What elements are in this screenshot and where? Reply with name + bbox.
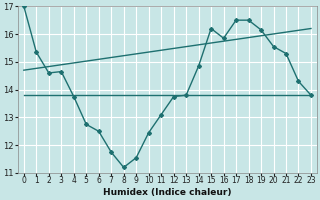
X-axis label: Humidex (Indice chaleur): Humidex (Indice chaleur): [103, 188, 232, 197]
